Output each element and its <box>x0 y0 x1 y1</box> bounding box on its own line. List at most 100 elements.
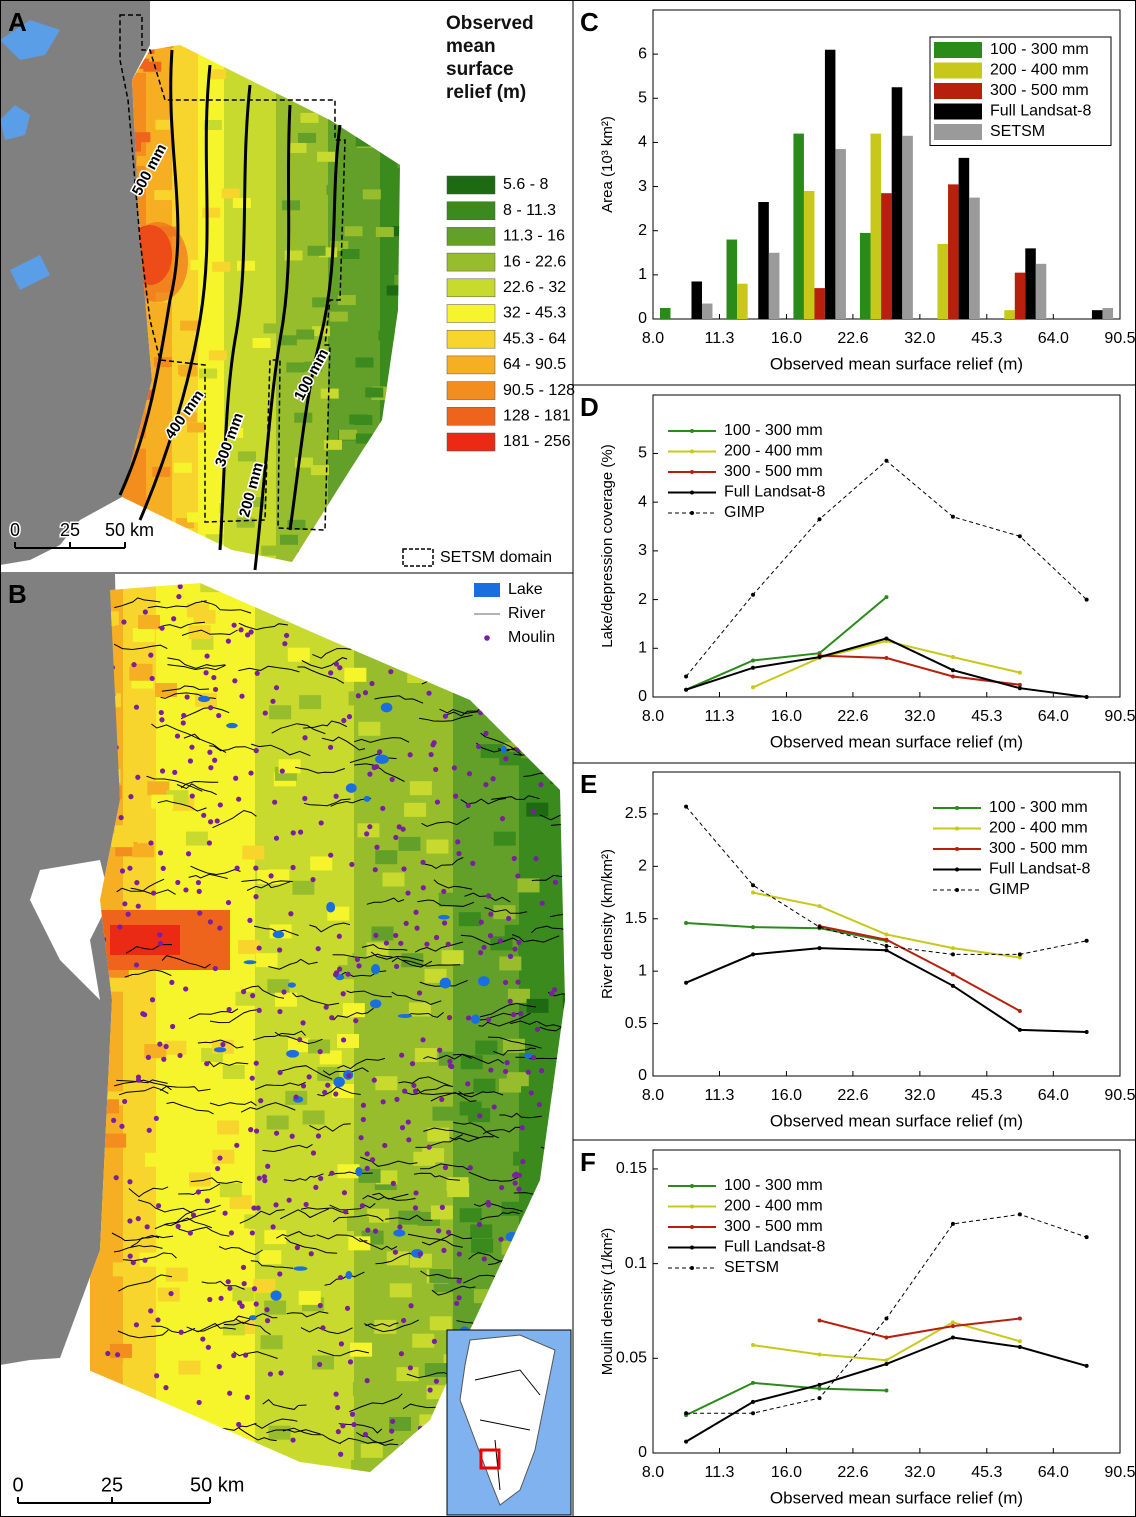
moulin <box>341 1190 348 1196</box>
relief-cell <box>132 132 151 143</box>
relief-cell <box>132 628 155 643</box>
point <box>884 1361 889 1366</box>
relief-cell <box>154 190 173 201</box>
relief-cell <box>360 1443 383 1458</box>
moulin <box>163 1043 169 1050</box>
legend-label: 64 - 90.5 <box>503 356 566 373</box>
river <box>454 656 500 664</box>
point <box>950 1335 955 1340</box>
relief-cell <box>137 155 156 166</box>
point <box>884 636 889 641</box>
point <box>1084 1363 1089 1368</box>
moulin <box>163 1385 169 1391</box>
point <box>884 1358 889 1363</box>
moulin <box>251 1205 257 1211</box>
plot-area <box>652 771 1121 1077</box>
river <box>543 621 565 630</box>
y-tick-label: 1.5 <box>625 910 647 927</box>
legend-swatch <box>446 407 496 426</box>
x-tick-label: 64.0 <box>1038 330 1069 347</box>
relief-cell <box>403 175 421 185</box>
river <box>254 1081 306 1090</box>
panel-label: A <box>8 7 27 37</box>
moulin <box>253 1301 259 1307</box>
moulin <box>466 771 473 777</box>
relief-cell <box>426 839 449 854</box>
moulin <box>533 856 539 862</box>
plot-area <box>652 394 1121 698</box>
relief-cell <box>539 1195 562 1210</box>
bar <box>902 135 913 319</box>
river <box>138 1199 193 1214</box>
river <box>458 1091 504 1098</box>
legend-swatch <box>690 490 694 495</box>
river <box>356 586 401 593</box>
moulin <box>251 1286 258 1292</box>
moulin <box>313 1184 319 1190</box>
relief-cell <box>263 323 282 334</box>
point <box>950 514 955 519</box>
river <box>295 766 345 774</box>
y-tick-label: 1 <box>638 266 647 283</box>
relief-cell <box>191 635 214 650</box>
relief-cell <box>255 1476 277 1490</box>
moulin <box>225 1279 231 1285</box>
river <box>195 1315 250 1332</box>
moulin <box>411 609 418 615</box>
moulin <box>148 1308 154 1314</box>
moulin <box>181 712 187 719</box>
legend-label: 128 - 181 <box>503 408 571 425</box>
river <box>175 1204 221 1224</box>
moulin <box>545 1257 551 1263</box>
moulin <box>183 887 189 893</box>
moulin <box>215 1165 221 1172</box>
relief-cell <box>300 112 319 123</box>
relief-cell <box>429 1269 452 1284</box>
y-tick-label: 6 <box>638 45 647 62</box>
river <box>268 958 318 970</box>
moulin <box>228 1230 235 1236</box>
moulin <box>388 669 394 675</box>
point <box>884 656 889 661</box>
moulin <box>208 819 214 825</box>
relief-cell <box>499 956 522 971</box>
lake <box>397 1013 413 1019</box>
point <box>884 937 889 942</box>
river <box>482 1126 524 1135</box>
moulin <box>372 867 378 873</box>
moulin <box>144 1224 150 1230</box>
moulin <box>399 1125 406 1131</box>
moulin <box>216 1428 222 1434</box>
moulin <box>398 940 404 946</box>
relief-cell <box>261 545 280 556</box>
point <box>751 925 756 930</box>
moulin <box>476 604 482 611</box>
moulin <box>329 1170 335 1176</box>
river <box>480 732 523 756</box>
moulin <box>465 1015 472 1021</box>
moulin <box>157 940 164 947</box>
moulin <box>227 1285 233 1291</box>
point <box>751 592 756 597</box>
legend-label: 16 - 22.6 <box>503 253 566 270</box>
moulin <box>539 1068 545 1074</box>
relief-band <box>354 583 388 1472</box>
relief-cell <box>292 880 315 895</box>
moulin <box>401 1442 407 1448</box>
river <box>398 1076 452 1087</box>
relief-cell <box>392 226 400 237</box>
legend-swatch <box>446 227 496 246</box>
legend-label: Moulin <box>508 629 555 646</box>
relief-cell <box>109 1343 132 1358</box>
y-tick-label: 0 <box>638 310 647 327</box>
moulin <box>476 743 482 750</box>
moulin <box>189 744 195 750</box>
lake <box>272 930 285 939</box>
moulin <box>407 752 413 758</box>
legend-swatch <box>955 847 959 851</box>
river <box>209 1009 259 1024</box>
moulin <box>248 629 254 635</box>
moulin <box>534 1026 541 1032</box>
moulin <box>519 740 525 746</box>
y-tick-label: 2 <box>638 591 647 608</box>
